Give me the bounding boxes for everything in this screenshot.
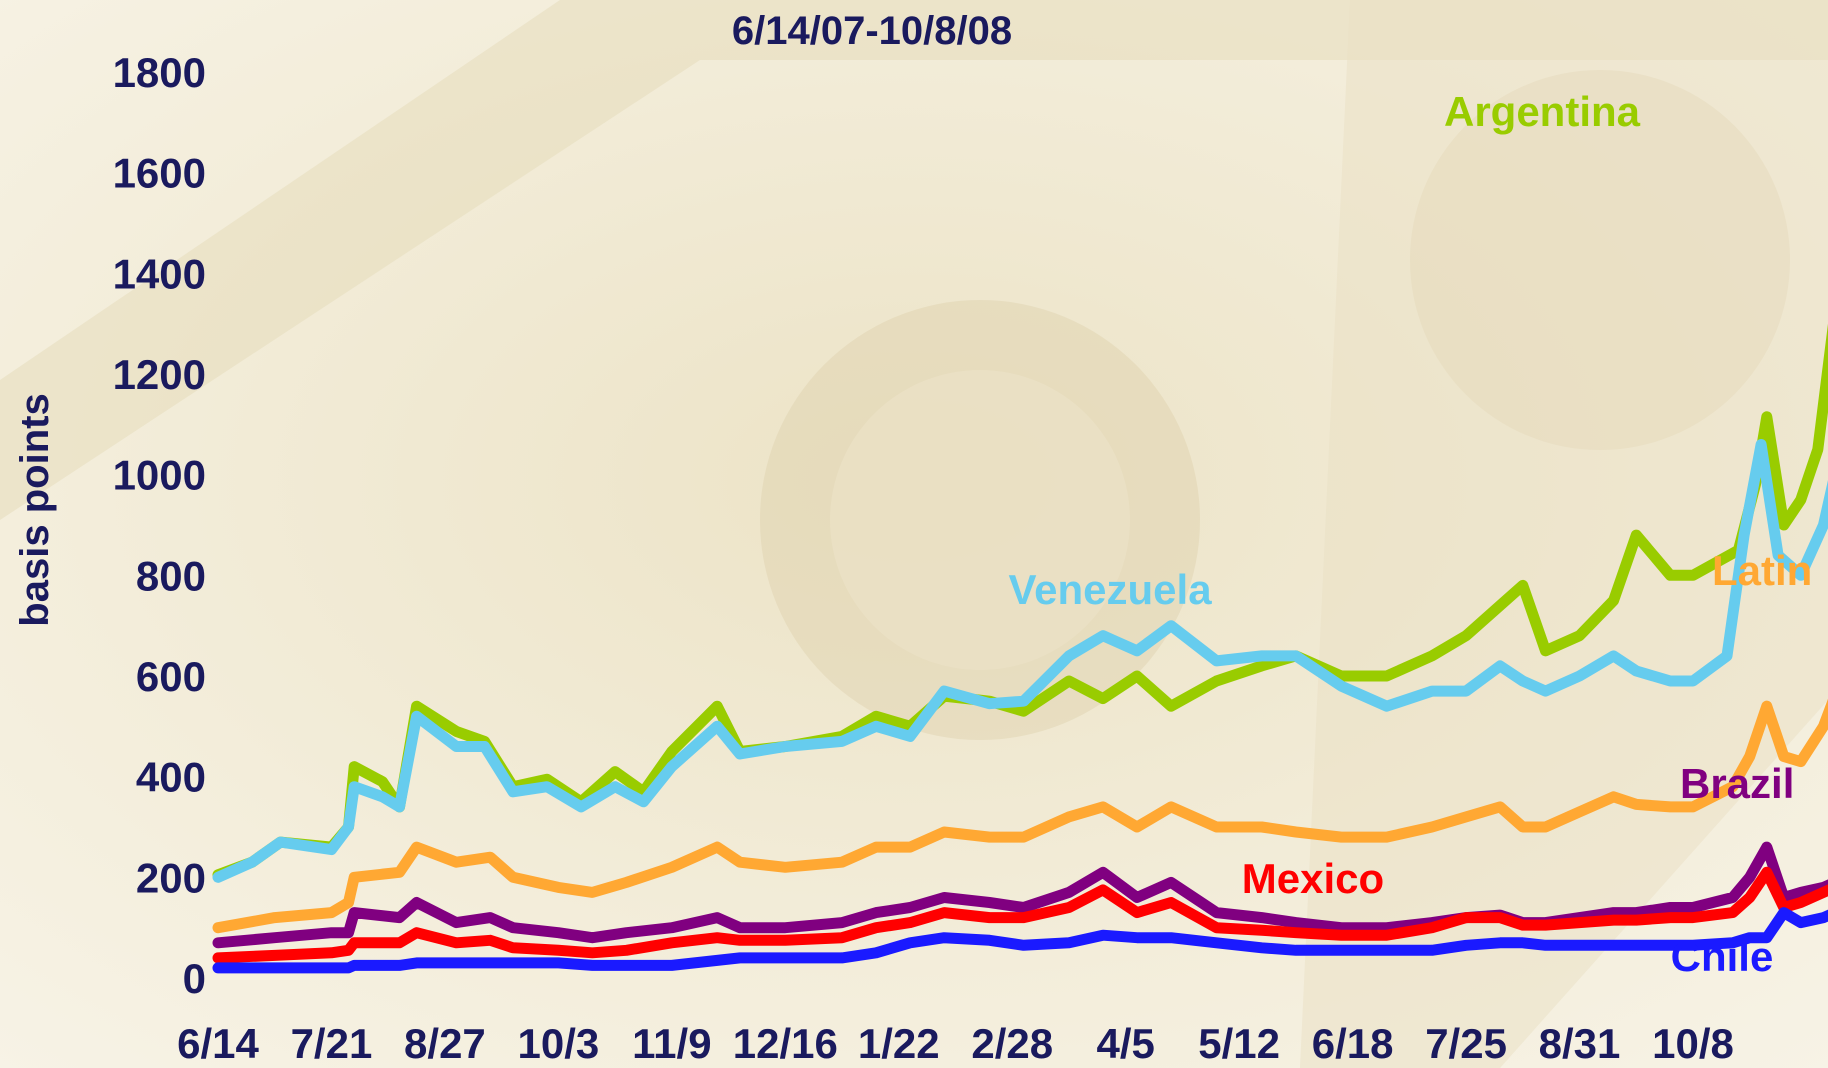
x-tick-label: 1/22	[858, 1020, 940, 1067]
series-lines	[212, 323, 1828, 974]
y-tick-label: 1200	[113, 351, 206, 398]
x-tick-label: 11/9	[632, 1020, 711, 1067]
series-line-brazil	[212, 841, 1828, 949]
x-tick-label: 10/3	[518, 1020, 600, 1067]
x-tick-label: 6/18	[1312, 1020, 1394, 1067]
x-tick-label: 8/27	[404, 1020, 486, 1067]
y-tick-label: 800	[136, 552, 206, 599]
y-tick-label: 600	[136, 653, 206, 700]
x-tick-label: 5/12	[1198, 1020, 1280, 1067]
y-axis-label: basis points	[13, 393, 57, 626]
series-labels: Argentina Venezuela Latin Brazil Mexico Chile	[1008, 88, 1812, 980]
y-tick-label: 1000	[113, 452, 206, 499]
series-line-venezuela	[212, 439, 1828, 883]
x-tick-label: 4/5	[1096, 1020, 1154, 1067]
series-label-latin: Latin	[1712, 547, 1812, 594]
x-tick-label: 12/16	[733, 1020, 838, 1067]
y-tick-label: 1800	[113, 49, 206, 96]
chart-title: 6/14/07-10/8/08	[732, 9, 1012, 53]
y-tick-label: 400	[136, 754, 206, 801]
x-tick-label: 7/21	[291, 1020, 373, 1067]
series-label-brazil: Brazil	[1680, 760, 1794, 807]
series-label-venezuela: Venezuela	[1008, 566, 1212, 613]
y-tick-label: 1400	[113, 250, 206, 297]
y-tick-label: 0	[183, 955, 206, 1002]
x-tick-label: 2/28	[971, 1020, 1053, 1067]
x-tick-label: 6/14	[177, 1020, 259, 1067]
series-line-mexico	[212, 866, 1828, 964]
series-line-argentina	[212, 323, 1828, 881]
series-label-chile: Chile	[1671, 933, 1774, 980]
x-tick-label: 8/31	[1539, 1020, 1621, 1067]
x-tick-label: 7/25	[1425, 1020, 1507, 1067]
series-line-latin	[212, 698, 1828, 934]
y-tick-label: 1600	[113, 150, 206, 197]
y-axis-ticks: 0 200 400 600 800 1000 1200 1400 1600 1800	[113, 49, 206, 1002]
x-axis-ticks: 6/14 7/21 8/27 10/3 11/9 12/16 1/22 2/28 4/5 5/12…	[177, 1020, 1734, 1067]
series-line-chile	[212, 907, 1828, 974]
series-label-mexico: Mexico	[1242, 855, 1384, 902]
x-tick-label: 10/8	[1652, 1020, 1734, 1067]
y-tick-label: 200	[136, 854, 206, 901]
series-label-argentina: Argentina	[1444, 88, 1641, 135]
